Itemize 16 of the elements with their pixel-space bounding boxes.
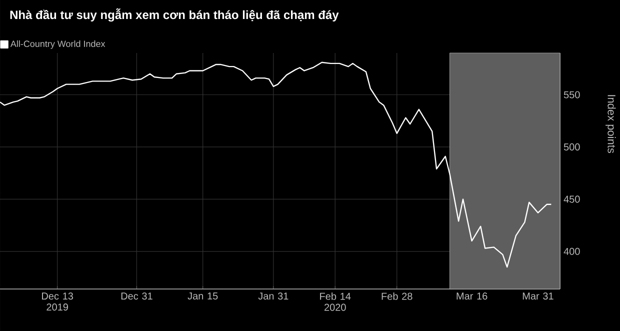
x-tick-label: Jan 15: [188, 292, 218, 300]
x-tick-label: Feb 14 2020: [320, 292, 351, 311]
x-tick-label: Mar 31: [522, 292, 554, 300]
x-tick-label: Dec 13 2019: [42, 292, 74, 311]
x-tick-label: Mar 16: [456, 292, 488, 300]
y-axis-title: Index points: [606, 95, 616, 154]
line-series: [0, 62, 552, 268]
legend-label: All-Country World Index: [10, 40, 106, 49]
x-tick-label: Jan 31: [258, 292, 288, 300]
chart-title: Nhà đầu tư suy ngẫm xem cơn bán tháo liệu đã chạm đáy: [10, 8, 339, 22]
y-tick-label: 450: [564, 196, 580, 203]
y-tick-label: 400: [564, 248, 580, 255]
y-tick-label: 500: [564, 143, 580, 151]
x-tick-label: Dec 31: [121, 292, 152, 300]
x-tick-label: Feb 28: [382, 292, 412, 300]
y-tick-label: 550: [564, 91, 580, 98]
